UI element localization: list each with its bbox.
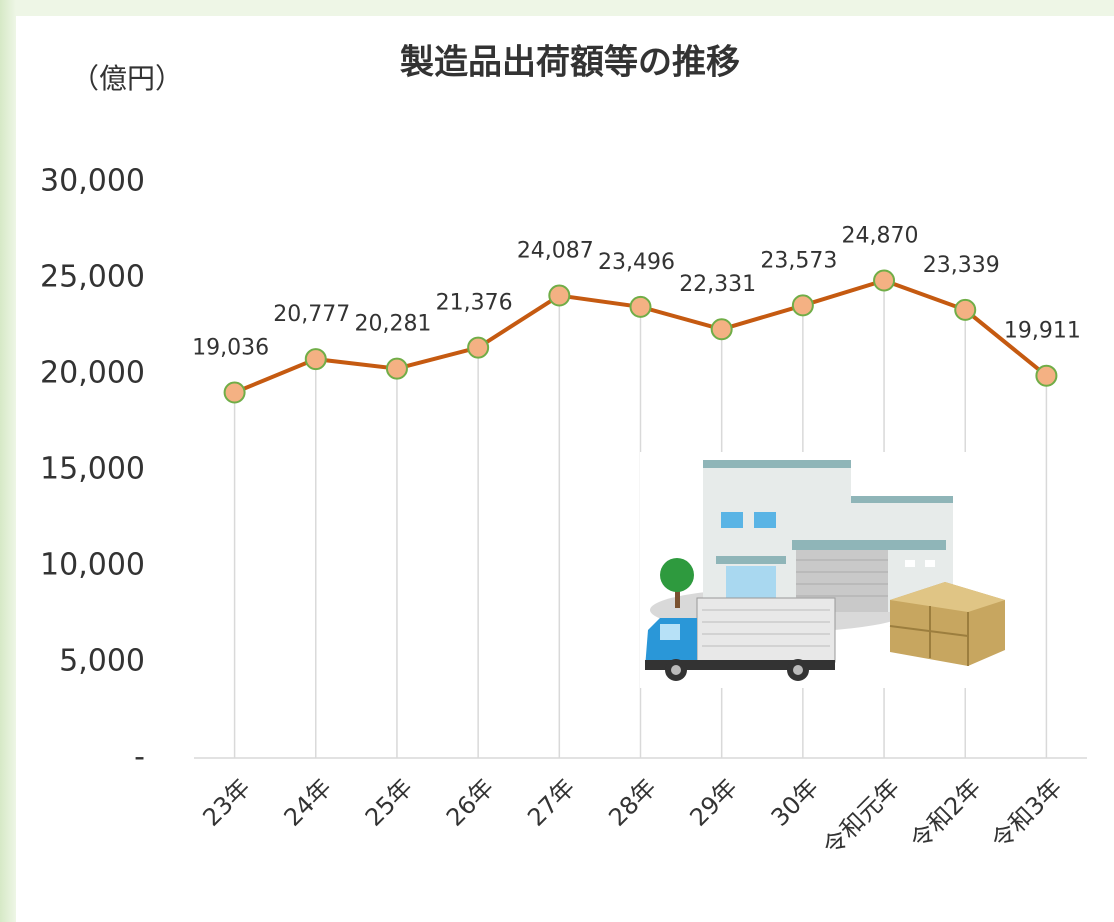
- data-label: 21,376: [436, 291, 513, 316]
- data-label: 20,281: [354, 312, 431, 337]
- data-label: 19,036: [192, 336, 269, 361]
- data-label: 23,496: [598, 250, 675, 275]
- y-tick-label: 10,000: [40, 548, 145, 583]
- y-tick-label: 30,000: [40, 164, 145, 199]
- y-tick-label: -: [134, 740, 145, 775]
- y-tick-label: 20,000: [40, 356, 145, 391]
- y-tick-label: 15,000: [40, 452, 145, 487]
- point-marker: [954, 298, 977, 321]
- y-axis-label: （億円）: [71, 62, 183, 95]
- data-label: 20,777: [273, 302, 350, 327]
- data-label: 24,087: [517, 239, 594, 264]
- factory-illustration: [640, 452, 1012, 688]
- point-marker: [791, 294, 814, 317]
- point-marker: [710, 318, 733, 341]
- point-marker: [548, 284, 571, 307]
- data-label: 22,331: [679, 272, 756, 297]
- data-label: 23,573: [760, 248, 837, 273]
- point-marker: [385, 357, 408, 380]
- y-tick-label: 25,000: [40, 260, 145, 295]
- point-marker: [223, 381, 246, 404]
- point-marker: [873, 269, 896, 292]
- y-tick-label: 5,000: [59, 644, 145, 679]
- point-marker: [467, 336, 490, 359]
- chart-title: 製造品出荷額等の推移: [400, 43, 740, 83]
- point-marker: [1035, 364, 1058, 387]
- data-label: 24,870: [842, 223, 919, 248]
- point-marker: [629, 295, 652, 318]
- point-marker: [304, 348, 327, 371]
- data-label: 19,911: [1004, 319, 1081, 344]
- data-label: 23,339: [923, 253, 1000, 278]
